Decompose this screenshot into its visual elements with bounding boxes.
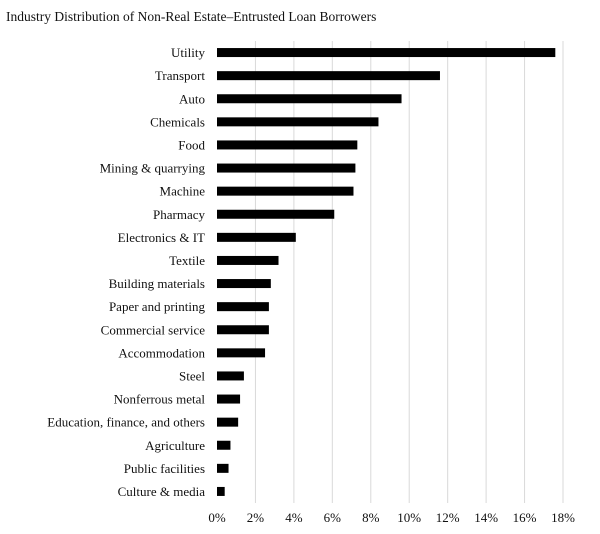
bar	[217, 186, 354, 196]
category-label: Commercial service	[101, 322, 206, 337]
category-label: Machine	[160, 184, 206, 199]
category-label: Electronics & IT	[118, 230, 205, 245]
category-label: Textile	[169, 253, 205, 268]
x-tick-label: 16%	[513, 510, 537, 525]
bar	[217, 325, 269, 335]
bar	[217, 463, 229, 473]
bars	[217, 48, 556, 496]
x-tick-label: 6%	[324, 510, 342, 525]
x-tick-label: 14%	[474, 510, 498, 525]
bar	[217, 302, 269, 312]
bar	[217, 140, 358, 150]
bar	[217, 394, 241, 404]
bar	[217, 232, 296, 242]
category-label: Transport	[155, 68, 205, 83]
bar	[217, 486, 225, 496]
x-tick-label: 12%	[436, 510, 460, 525]
category-labels: Utility Transport Auto Chemicals Food Mining …	[47, 45, 205, 499]
category-label: Public facilities	[124, 461, 205, 476]
bar	[217, 371, 244, 381]
category-label: Nonferrous metal	[114, 392, 206, 407]
x-tick-label: 2%	[247, 510, 265, 525]
bar	[217, 163, 356, 173]
category-label: Agriculture	[145, 438, 205, 453]
chart-title: Industry Distribution of Non-Real Estate…	[6, 9, 377, 24]
category-label: Chemicals	[150, 114, 205, 129]
bar	[217, 348, 266, 358]
category-label: Auto	[179, 91, 205, 106]
x-tick-label: 4%	[285, 510, 303, 525]
category-label: Culture & media	[118, 484, 206, 499]
category-label: Food	[178, 137, 205, 152]
x-tick-label: 8%	[362, 510, 380, 525]
x-tick-label: 0%	[208, 510, 226, 525]
x-tick-label: 10%	[397, 510, 421, 525]
bar	[217, 48, 556, 58]
category-label: Education, finance, and others	[47, 415, 205, 430]
category-label: Steel	[179, 368, 205, 383]
bar	[217, 94, 402, 104]
bar	[217, 417, 239, 427]
category-label: Mining & quarrying	[100, 161, 206, 176]
category-label: Utility	[171, 45, 205, 60]
bar	[217, 117, 379, 127]
category-label: Building materials	[109, 276, 205, 291]
bar	[217, 209, 335, 219]
bar	[217, 440, 231, 450]
category-label: Pharmacy	[153, 207, 205, 222]
x-tick-label: 18%	[551, 510, 575, 525]
bar	[217, 71, 440, 81]
category-label: Accommodation	[118, 345, 205, 360]
gridlines	[254, 41, 564, 503]
bar	[217, 279, 271, 289]
category-label: Paper and printing	[109, 299, 206, 314]
bar	[217, 255, 279, 265]
x-axis-tick-labels: 0% 2% 4% 6% 8% 10% 12% 14% 16% 18%	[208, 510, 575, 525]
